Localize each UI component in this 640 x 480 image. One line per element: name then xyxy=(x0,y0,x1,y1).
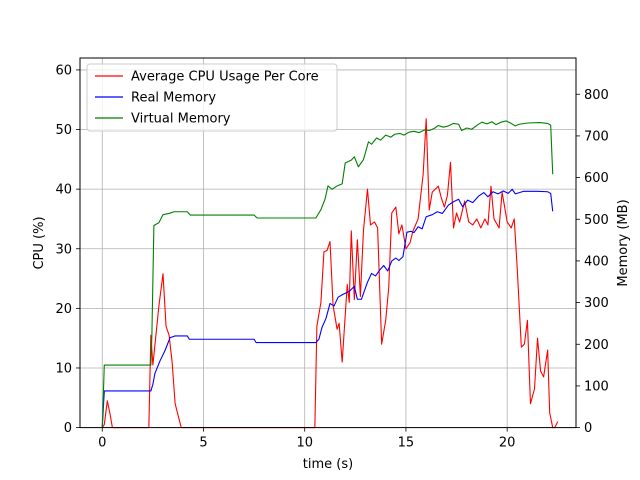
series-line-average-cpu-usage-per-core xyxy=(101,118,559,429)
y-right-tick-label: 0 xyxy=(584,421,592,436)
x-tick-label: 10 xyxy=(296,436,313,451)
x-axis: 0 5 10 15 20 xyxy=(98,427,516,451)
plot-frame xyxy=(79,57,577,429)
y-left-tick-label: 10 xyxy=(55,361,72,376)
x-tick-label: 20 xyxy=(499,436,516,451)
y-left-tick-label: 40 xyxy=(55,183,72,198)
legend-box xyxy=(86,63,338,132)
y-right-tick-label: 800 xyxy=(584,88,609,103)
x-tick-label: 15 xyxy=(398,436,415,451)
plot-lines xyxy=(101,118,559,429)
y-axis-right: 0 100 200 300 400 500 600 700 800 xyxy=(576,88,609,436)
series-line-real-memory xyxy=(101,188,554,428)
x-tick-label: 0 xyxy=(98,436,106,451)
y-right-tick-label: 100 xyxy=(584,379,609,394)
y-left-tick-label: 20 xyxy=(55,302,72,317)
x-axis-label: time (s) xyxy=(303,457,353,472)
legend-label-cpu: Average CPU Usage Per Core xyxy=(131,70,319,85)
y-right-tick-label: 200 xyxy=(584,338,609,353)
y-left-tick-label: 50 xyxy=(55,123,72,138)
y-right-tick-label: 300 xyxy=(584,296,609,311)
legend: Average CPU Usage Per Core Real Memory V… xyxy=(86,63,338,132)
y-right-tick-label: 500 xyxy=(584,213,609,228)
y-left-tick-label: 30 xyxy=(55,242,72,257)
y-right-tick-label: 600 xyxy=(584,171,609,186)
legend-label-virtual-memory: Virtual Memory xyxy=(131,112,231,127)
x-tick-label: 5 xyxy=(199,436,207,451)
series-line-virtual-memory xyxy=(101,120,554,428)
legend-label-real-memory: Real Memory xyxy=(131,91,216,106)
y-left-tick-label: 0 xyxy=(64,421,72,436)
y-right-tick-label: 700 xyxy=(584,129,609,144)
y-axis-left-label: CPU (%) xyxy=(32,216,47,269)
y-axis-right-label: Memory (MB) xyxy=(616,199,631,286)
y-axis-left: 0 10 20 30 40 50 60 xyxy=(55,63,80,436)
y-left-tick-label: 60 xyxy=(55,63,72,78)
y-right-tick-label: 400 xyxy=(584,254,609,269)
